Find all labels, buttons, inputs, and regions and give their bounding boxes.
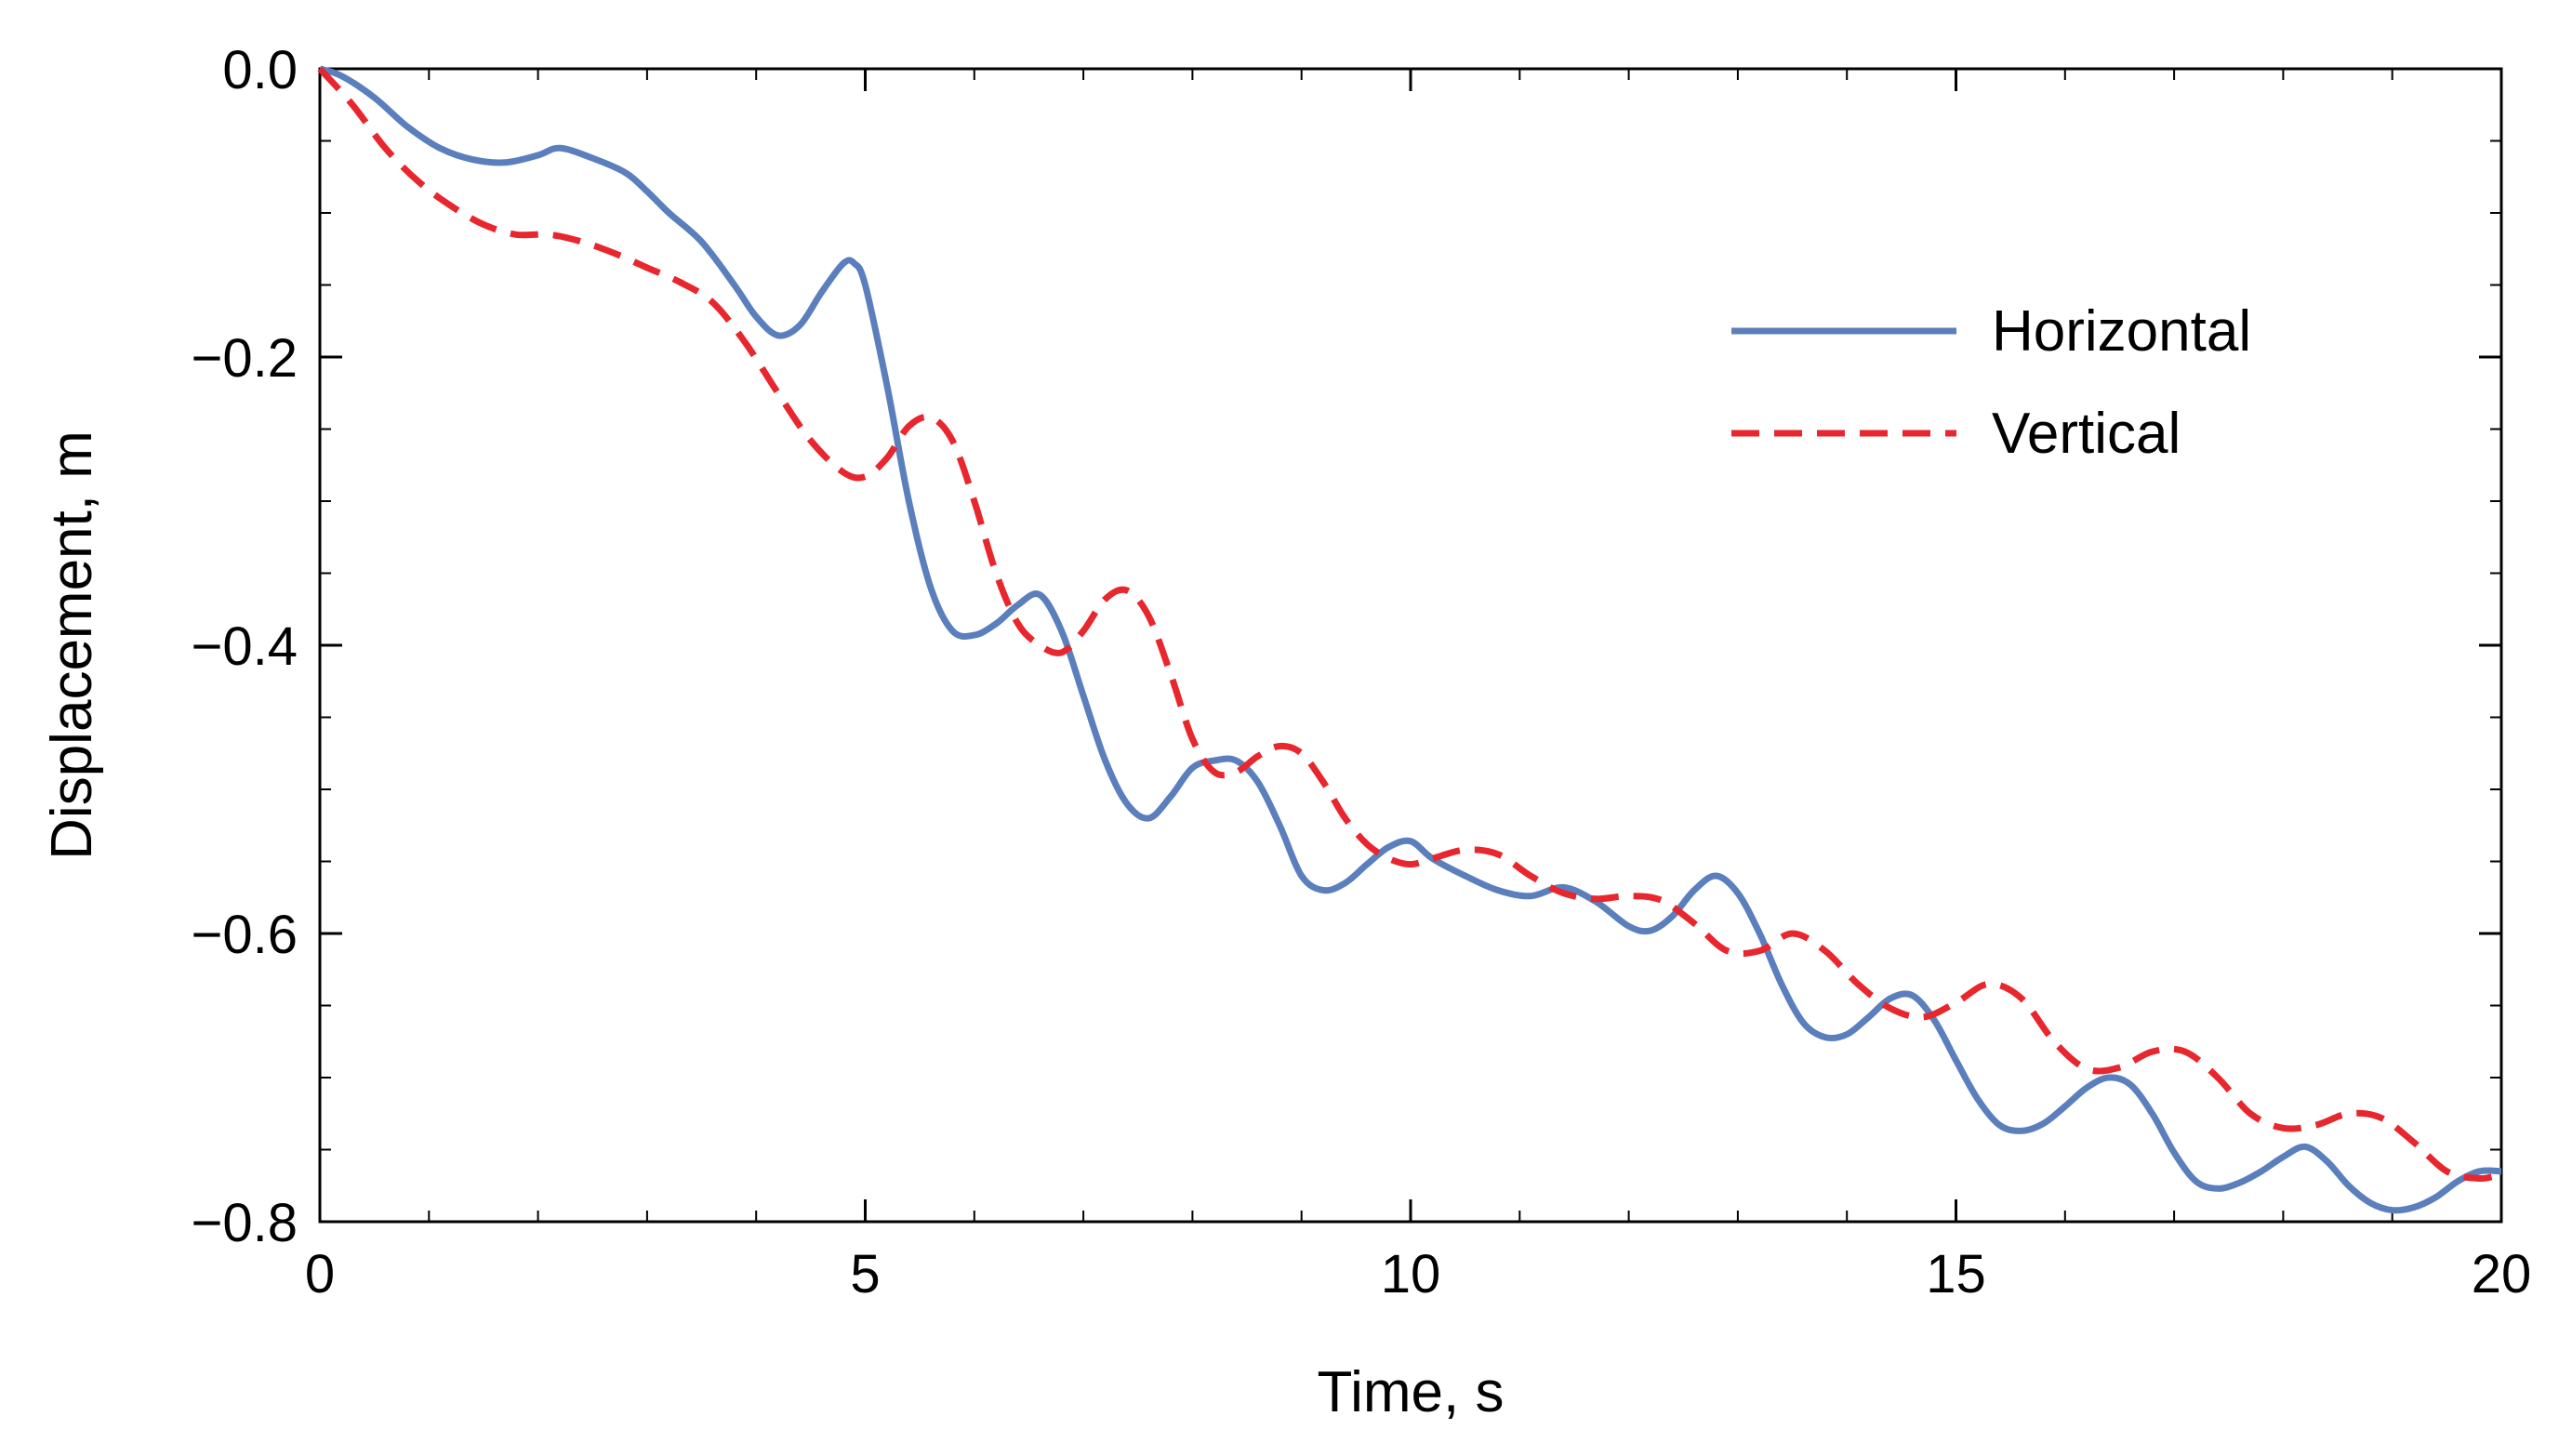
y-tick-label: −0.2 <box>192 328 298 389</box>
x-tick-label: 20 <box>2472 1244 2532 1304</box>
legend: Horizontal Vertical <box>1731 299 2251 466</box>
x-tick-labels: 0 5 10 15 20 <box>305 1244 2531 1304</box>
series-layer <box>317 65 2502 1214</box>
x-tick-label: 5 <box>850 1244 880 1304</box>
y-tick-label: −0.4 <box>192 616 298 677</box>
x-tick-label: 0 <box>305 1244 335 1304</box>
y-axis-title: Displacement, m <box>40 430 104 860</box>
major-ticks <box>318 67 2503 1224</box>
series-line-horizontal <box>318 65 2502 1214</box>
y-tick-label: −0.6 <box>192 905 298 965</box>
x-tick-label: 10 <box>1381 1244 1441 1304</box>
y-tick-labels: 0.0 −0.2 −0.4 −0.6 −0.8 <box>192 40 298 1253</box>
y-tick-label: −0.8 <box>192 1193 298 1253</box>
x-axis-title: Time, s <box>1318 1360 1505 1424</box>
legend-label-horizontal: Horizontal <box>1992 299 2251 364</box>
x-tick-label: 15 <box>1926 1244 1986 1304</box>
plot-frame <box>318 67 2503 1224</box>
y-tick-label: 0.0 <box>222 40 298 100</box>
minor-ticks <box>319 68 2502 1223</box>
series-line-vertical <box>317 66 2502 1183</box>
legend-label-vertical: Vertical <box>1992 402 2181 466</box>
